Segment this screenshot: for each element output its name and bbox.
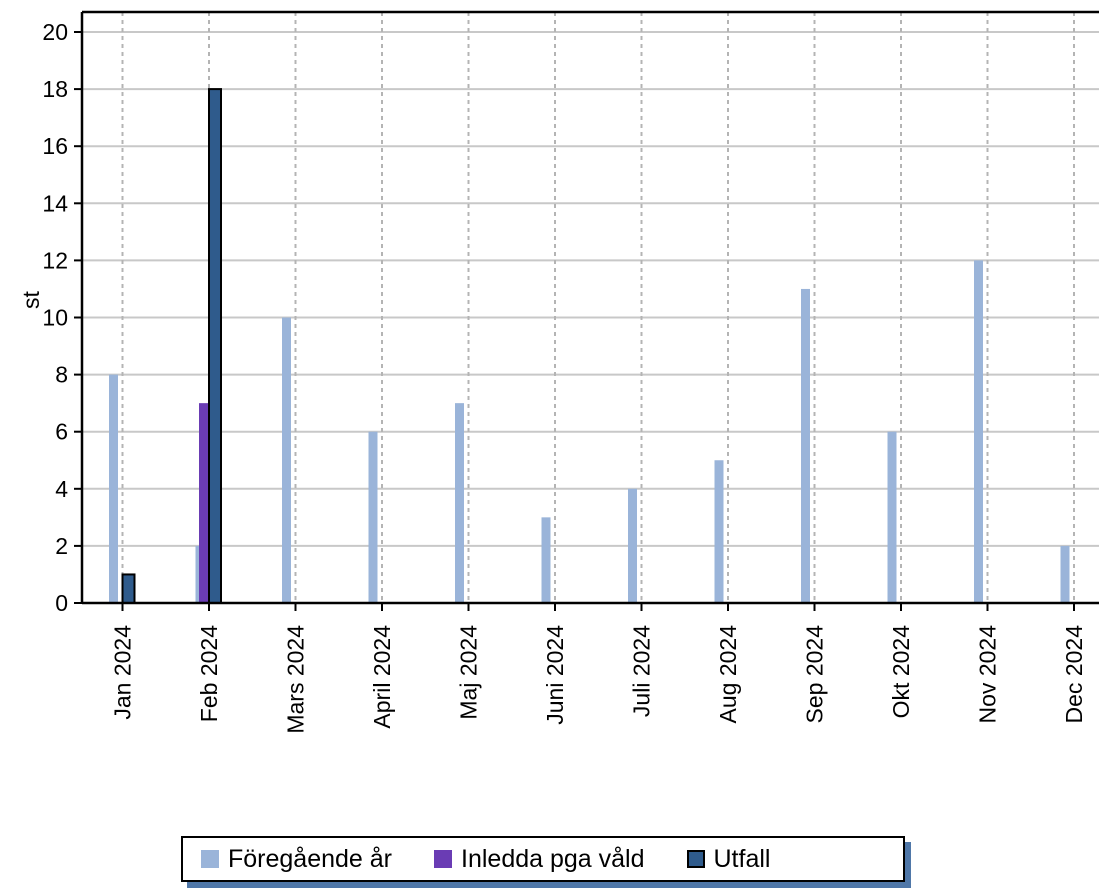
bar-series-0-cat-3 <box>368 431 378 603</box>
bar-series-0-cat-8 <box>801 288 810 603</box>
y-tick-label: 0 <box>55 590 68 616</box>
legend-label-violence: Inledda pga våld <box>461 844 645 873</box>
y-tick-label: 18 <box>42 76 68 102</box>
x-tick-label: Sep 2024 <box>802 625 828 724</box>
y-tick-label: 8 <box>55 362 68 388</box>
bar-series-0-cat-2 <box>282 317 291 603</box>
y-tick-label: 20 <box>42 19 68 45</box>
legend-item-previous-year: Föregående år <box>201 845 392 874</box>
bar-series-0-cat-10 <box>974 260 983 603</box>
legend-swatch-previous-year <box>201 850 219 868</box>
bar-series-0-cat-4 <box>455 403 464 603</box>
y-tick-label: 12 <box>42 247 68 273</box>
x-tick-label: Aug 2024 <box>715 625 741 724</box>
y-tick-label: 14 <box>42 190 68 216</box>
bar-series-0-cat-0 <box>109 374 118 603</box>
bars <box>109 88 1070 605</box>
x-tick-label: Maj 2024 <box>456 625 482 720</box>
bar-series-0-cat-5 <box>541 517 551 603</box>
grid-lines <box>82 12 1099 603</box>
legend-item-violence: Inledda pga våld <box>434 844 645 874</box>
y-axis-title: st <box>18 290 44 309</box>
bar-chart: 0 2 4 6 8 10 12 14 16 18 20 Jan 2024 Feb 2024 Mars 20… <box>18 10 1099 734</box>
x-tick-label: Juni 2024 <box>542 625 568 725</box>
x-tick-label: Juli 2024 <box>629 625 655 717</box>
bar-series-2-cat-1 <box>208 88 222 605</box>
x-tick-label: Dec 2024 <box>1061 625 1087 724</box>
x-tick-label: Nov 2024 <box>975 625 1001 724</box>
axes: 0 2 4 6 8 10 12 14 16 18 20 Jan 2024 Feb 2024 Mars 20… <box>42 10 1099 734</box>
bar-series-0-cat-6 <box>628 488 637 603</box>
x-tick-label: Feb 2024 <box>196 625 222 722</box>
x-tick-label: Okt 2024 <box>888 625 914 719</box>
legend: Föregående år Inledda pga våld Utfall <box>181 836 905 882</box>
y-tick-label: 16 <box>42 133 68 159</box>
bar-series-0-cat-9 <box>887 431 897 603</box>
legend-label-previous-year: Föregående år <box>228 844 393 873</box>
legend-swatch-outcome <box>686 850 705 868</box>
legend-swatch-violence <box>434 850 453 868</box>
x-tick-label: Jan 2024 <box>110 625 136 720</box>
bar-series-0-cat-7 <box>714 460 724 603</box>
y-tick-label: 2 <box>55 533 68 559</box>
bar-series-2-cat-0 <box>121 573 136 605</box>
y-tick-label: 4 <box>55 476 68 502</box>
bar-series-1-cat-1 <box>199 403 208 603</box>
y-tick-label: 6 <box>55 419 68 445</box>
bar-series-0-cat-11 <box>1060 545 1070 603</box>
legend-label-outcome: Utfall <box>713 844 771 873</box>
y-tick-label: 10 <box>42 305 68 331</box>
x-tick-label: April 2024 <box>369 625 395 729</box>
x-tick-label: Mars 2024 <box>283 625 309 734</box>
legend-item-outcome: Utfall <box>686 844 771 874</box>
